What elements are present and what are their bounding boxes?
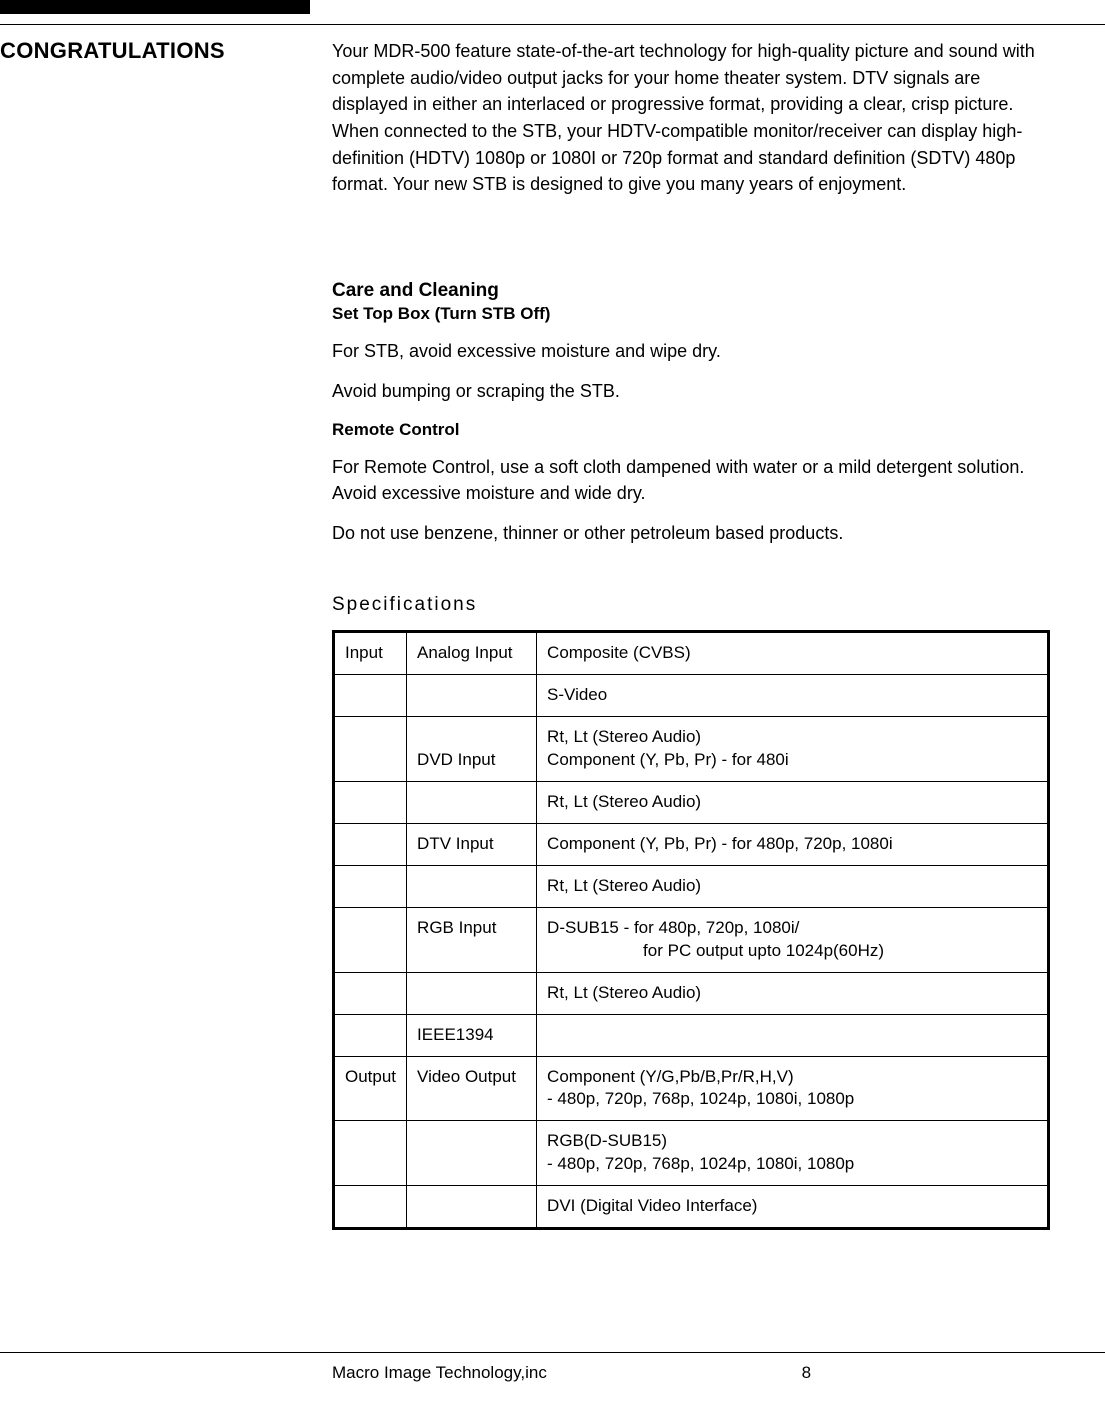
table-cell (334, 781, 407, 823)
table-cell (407, 1121, 537, 1186)
footer-rule (0, 1352, 1105, 1353)
top-black-bar (0, 0, 310, 14)
table-row: RGB InputD-SUB15 - for 480p, 720p, 1080i… (334, 907, 1049, 972)
table-cell (407, 781, 537, 823)
care-p4: Do not use benzene, thinner or other pet… (332, 520, 1050, 546)
table-row: DVD InputRt, Lt (Stereo Audio)Component … (334, 717, 1049, 782)
table-row: Rt, Lt (Stereo Audio) (334, 865, 1049, 907)
table-cell: Rt, Lt (Stereo Audio)Component (Y, Pb, P… (537, 717, 1049, 782)
table-cell: DVD Input (407, 717, 537, 782)
footer: Macro Image Technology,inc 8 (332, 1363, 1050, 1383)
table-cell (334, 823, 407, 865)
table-cell (334, 972, 407, 1014)
table-cell (537, 1014, 1049, 1056)
table-row: S-Video (334, 675, 1049, 717)
table-cell: Analog Input (407, 632, 537, 675)
top-rule (0, 24, 1105, 25)
table-cell: Video Output (407, 1056, 537, 1121)
spec-table: InputAnalog InputComposite (CVBS)S-Video… (332, 630, 1050, 1230)
table-cell: Composite (CVBS) (537, 632, 1049, 675)
table-row: Rt, Lt (Stereo Audio) (334, 972, 1049, 1014)
table-cell: RGB(D-SUB15)- 480p, 720p, 768p, 1024p, 1… (537, 1121, 1049, 1186)
table-cell (334, 675, 407, 717)
care-title: Care and Cleaning (332, 280, 1050, 302)
table-cell (407, 972, 537, 1014)
table-cell (334, 1186, 407, 1229)
table-row: DTV InputComponent (Y, Pb, Pr) - for 480… (334, 823, 1049, 865)
care-p3: For Remote Control, use a soft cloth dam… (332, 454, 1050, 506)
table-cell (334, 717, 407, 782)
table-cell: D-SUB15 - for 480p, 720p, 1080i/for PC o… (537, 907, 1049, 972)
table-cell: Component (Y, Pb, Pr) - for 480p, 720p, … (537, 823, 1049, 865)
table-cell: Input (334, 632, 407, 675)
intro-paragraph: Your MDR-500 feature state-of-the-art te… (332, 38, 1050, 198)
table-row: DVI (Digital Video Interface) (334, 1186, 1049, 1229)
care-subtitle: Set Top Box (Turn STB Off) (332, 304, 1050, 324)
table-cell: DVI (Digital Video Interface) (537, 1186, 1049, 1229)
footer-company: Macro Image Technology,inc (332, 1363, 547, 1383)
care-p1: For STB, avoid excessive moisture and wi… (332, 338, 1050, 364)
table-cell: DTV Input (407, 823, 537, 865)
table-cell: IEEE1394 (407, 1014, 537, 1056)
content: CONGRATULATIONS Your MDR-500 feature sta… (0, 38, 1105, 1230)
footer-page: 8 (802, 1363, 811, 1383)
table-cell: Rt, Lt (Stereo Audio) (537, 972, 1049, 1014)
table-cell (407, 675, 537, 717)
table-cell: Output (334, 1056, 407, 1121)
table-row: OutputVideo OutputComponent (Y/G,Pb/B,Pr… (334, 1056, 1049, 1121)
page-heading: CONGRATULATIONS (0, 38, 332, 64)
table-row: Rt, Lt (Stereo Audio) (334, 781, 1049, 823)
table-cell (334, 1014, 407, 1056)
table-cell: RGB Input (407, 907, 537, 972)
table-cell (407, 865, 537, 907)
table-cell (407, 1186, 537, 1229)
remote-title: Remote Control (332, 420, 1050, 440)
table-cell (334, 865, 407, 907)
table-row: InputAnalog InputComposite (CVBS) (334, 632, 1049, 675)
table-cell: Rt, Lt (Stereo Audio) (537, 865, 1049, 907)
table-row: RGB(D-SUB15)- 480p, 720p, 768p, 1024p, 1… (334, 1121, 1049, 1186)
table-cell: S-Video (537, 675, 1049, 717)
spec-heading: Specifications (332, 594, 1050, 616)
table-row: IEEE1394 (334, 1014, 1049, 1056)
care-p2: Avoid bumping or scraping the STB. (332, 378, 1050, 404)
table-cell: Rt, Lt (Stereo Audio) (537, 781, 1049, 823)
table-cell (334, 1121, 407, 1186)
table-cell: Component (Y/G,Pb/B,Pr/R,H,V)- 480p, 720… (537, 1056, 1049, 1121)
table-cell (334, 907, 407, 972)
